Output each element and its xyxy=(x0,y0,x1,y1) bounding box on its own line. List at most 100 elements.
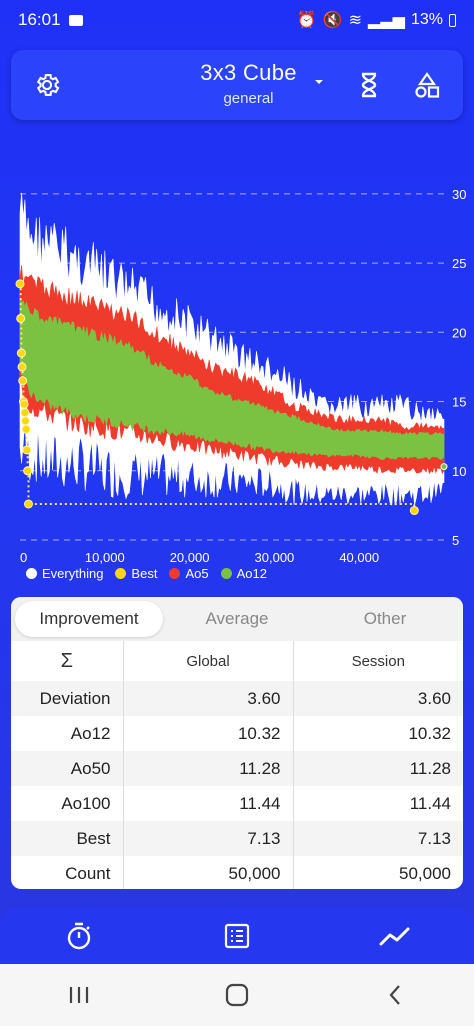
nav-timer-button[interactable] xyxy=(49,913,109,959)
wifi-icon: ≋ xyxy=(348,12,363,29)
tab-improvement[interactable]: Improvement xyxy=(15,601,163,637)
row-session: 11.28 xyxy=(293,751,463,786)
best-point xyxy=(22,445,32,455)
row-label: Ao50 xyxy=(11,751,124,786)
legend-dot-ao5 xyxy=(169,568,181,579)
x-tick-label: 30,000 xyxy=(255,550,295,565)
back-icon xyxy=(389,985,400,1005)
legend-best: Best xyxy=(115,566,157,581)
row-label: Count xyxy=(11,856,124,889)
best-point xyxy=(23,499,33,509)
best-point xyxy=(17,362,27,372)
legend-everything: Everything xyxy=(26,566,103,581)
stats-tabs: Improvement Average Other xyxy=(11,597,463,641)
legend-dot-everything xyxy=(26,568,37,579)
back-button[interactable] xyxy=(365,970,425,1020)
row-session: 3.60 xyxy=(293,681,463,716)
y-tick-label: 20 xyxy=(452,325,466,340)
series-ao12 xyxy=(19,298,445,461)
nav-list-button[interactable] xyxy=(207,913,267,959)
puzzle-title: 3x3 Cube xyxy=(200,60,297,85)
row-global: 50,000 xyxy=(123,856,294,889)
category-subtitle: general xyxy=(223,90,274,107)
row-session: 50,000 xyxy=(399,863,451,883)
timer-mode-button[interactable] xyxy=(349,65,389,105)
table-header: Σ Global Session xyxy=(11,641,463,681)
gear-icon xyxy=(36,74,60,96)
table-row: Best 7.13 7.13 xyxy=(11,821,463,856)
status-icons: ⏰ 🔇 ≋ ▂▃▅ 13% xyxy=(297,10,456,30)
system-nav-bar xyxy=(0,964,474,1026)
legend-dot-best xyxy=(115,568,127,579)
signal-icon: ▂▃▅ xyxy=(368,12,405,29)
x-tick-label: 20,000 xyxy=(170,550,210,565)
list-icon xyxy=(224,923,250,949)
mute-icon: 🔇 xyxy=(322,12,343,29)
best-point xyxy=(18,376,28,386)
legend-label-ao12: Ao12 xyxy=(236,566,267,581)
row-global: 10.32 xyxy=(123,716,294,751)
tab-other[interactable]: Other xyxy=(363,609,407,628)
home-button[interactable] xyxy=(207,970,267,1020)
bottom-nav xyxy=(0,908,474,964)
recent-apps-button[interactable] xyxy=(49,970,109,1020)
row-label: Best xyxy=(11,821,124,856)
row-label: Ao12 xyxy=(11,716,124,751)
chevron-down-icon[interactable] xyxy=(313,78,325,86)
chart-svg: 5 10 15 20 25 30 0 10,000 20,000 30,000 40,000 xyxy=(15,187,466,565)
row-global: 11.44 xyxy=(123,786,294,821)
y-tick-label: 5 xyxy=(452,533,459,548)
stopwatch-icon xyxy=(67,922,91,950)
row-global: 11.28 xyxy=(123,751,294,786)
table-row: Count 50,000 50,000 xyxy=(11,856,463,889)
best-point xyxy=(16,348,26,358)
legend-label-best: Best xyxy=(131,566,158,581)
legend-ao12: Ao12 xyxy=(220,566,267,581)
stats-table: Σ Global Session Deviation 3.60 3.60 Ao1… xyxy=(11,641,463,889)
row-session: 11.44 xyxy=(409,793,451,813)
y-tick-label: 30 xyxy=(452,187,466,202)
row-global: 7.13 xyxy=(123,821,294,856)
alarm-icon: ⏰ xyxy=(296,12,317,29)
home-icon xyxy=(225,983,249,1007)
ao12-end-marker xyxy=(440,463,448,471)
y-tick-label: 10 xyxy=(452,464,466,479)
status-time: 16:01 xyxy=(18,10,61,29)
hourglass-icon xyxy=(361,72,377,98)
settings-button[interactable] xyxy=(27,65,67,105)
row-global: 3.60 xyxy=(123,681,294,716)
recent-apps-icon xyxy=(69,987,89,1003)
global-header: Global xyxy=(123,641,294,681)
shapes-icon xyxy=(415,72,440,98)
ao5-end-marker xyxy=(418,457,428,467)
stats-chart: 5 10 15 20 25 30 0 10,000 20,000 30,000 40,000 xyxy=(0,170,474,590)
legend-label-ao5: Ao5 xyxy=(185,566,209,581)
puzzle-shapes-button[interactable] xyxy=(407,65,447,105)
best-point xyxy=(20,416,30,426)
x-tick-label: 40,000 xyxy=(339,550,379,565)
table-row: Ao100 11.44 11.44 xyxy=(11,786,463,821)
app-header: 3x3 Cube general xyxy=(11,50,463,120)
nav-stats-button[interactable] xyxy=(365,913,425,959)
best-point xyxy=(20,408,30,418)
battery-icon xyxy=(449,13,456,27)
table-row: Ao12 10.32 10.32 xyxy=(11,716,463,751)
table-row: Ao50 11.28 11.28 xyxy=(11,751,463,786)
folder-icon xyxy=(68,14,83,26)
best-point xyxy=(19,399,29,409)
sigma-header: Σ xyxy=(11,641,124,681)
tab-average[interactable]: Average xyxy=(205,609,269,628)
stats-card: Improvement Average Other Σ Global Sessi… xyxy=(11,597,463,889)
best-point xyxy=(16,313,26,323)
row-label: Ao100 xyxy=(11,786,124,821)
puzzle-selector[interactable]: 3x3 Cube general xyxy=(161,60,336,107)
x-tick-label: 10,000 xyxy=(85,550,125,565)
chart-legend: Everything Best Ao5 Ao12 xyxy=(26,566,267,581)
best-point xyxy=(409,506,419,516)
row-label: Deviation xyxy=(11,681,124,716)
table-row: Deviation 3.60 3.60 xyxy=(11,681,463,716)
legend-ao5: Ao5 xyxy=(169,566,209,581)
best-point xyxy=(23,466,33,476)
status-bar: 16:01 ⏰ 🔇 ≋ ▂▃▅ 13% xyxy=(0,0,474,40)
x-tick-label: 0 xyxy=(20,550,27,565)
